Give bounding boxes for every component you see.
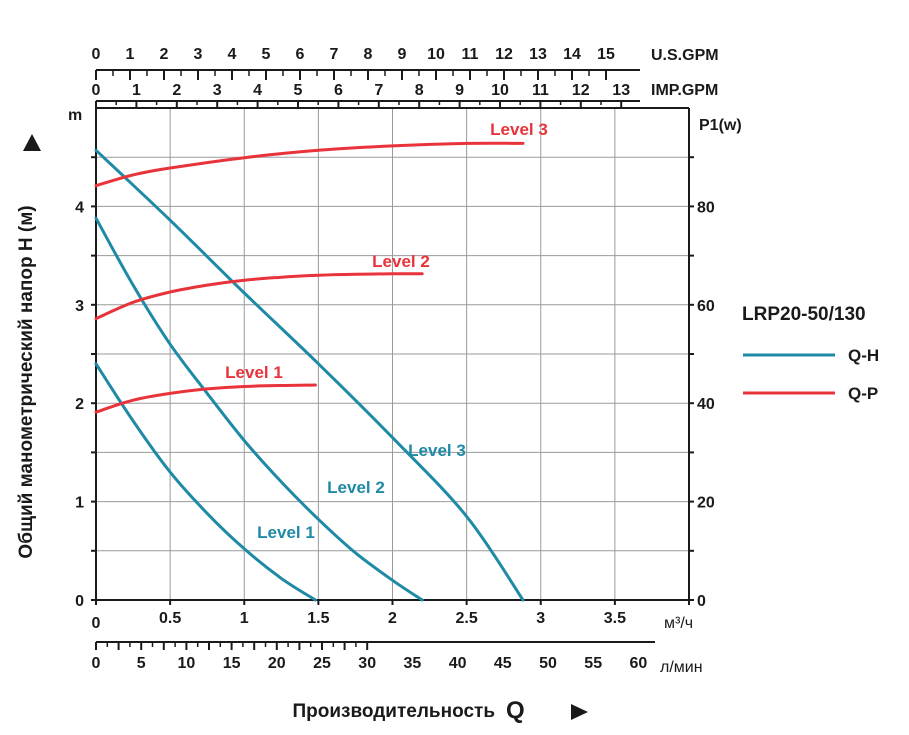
usgpm-tick-label: 12 xyxy=(495,46,513,63)
lmin-tick-label: 60 xyxy=(630,655,648,672)
impgpm-tick-label: 10 xyxy=(491,82,509,99)
usgpm-tick-label: 14 xyxy=(563,46,581,63)
usgpm-tick-label: 2 xyxy=(160,46,169,63)
usgpm-tick-label: 3 xyxy=(194,46,203,63)
usgpm-tick-label: 10 xyxy=(427,46,445,63)
impgpm-tick-label: 5 xyxy=(294,82,303,99)
y2-tick-label: 60 xyxy=(697,298,715,315)
qh-curve-level-3 xyxy=(94,148,525,602)
y-axis-arrow-icon xyxy=(23,134,41,151)
lmin-tick-label: 25 xyxy=(313,655,331,672)
usgpm-tick-label: 7 xyxy=(330,46,339,63)
m3h-unit-label: м³/ч xyxy=(664,615,693,632)
qp-curve-level-3-label: Level 3 xyxy=(490,120,548,139)
usgpm-tick-label: 9 xyxy=(398,46,407,63)
usgpm-tick-label: 1 xyxy=(126,46,135,63)
y-axis-title: Общий манометрический напор H (м) xyxy=(16,205,37,558)
lmin-tick-label: 55 xyxy=(584,655,602,672)
m3h-tick-label: 3 xyxy=(536,610,545,627)
qh-curve-level-2 xyxy=(94,216,424,602)
qh-curve-level-1 xyxy=(94,362,317,602)
y-tick-label: 0 xyxy=(75,593,84,610)
usgpm-tick-label: 6 xyxy=(296,46,305,63)
curves xyxy=(94,141,525,602)
impgpm-tick-label: 13 xyxy=(612,82,630,99)
impgpm-tick-label: 12 xyxy=(572,82,590,99)
curve-labels: Level 1 Level 2 Level 3 Level 1 Level 2 Level… xyxy=(225,120,548,542)
lmin-tick-label: 5 xyxy=(137,655,146,672)
y-tick-label: 1 xyxy=(75,495,84,512)
m3h-tick-label: 0 xyxy=(92,615,101,632)
y-tick-label: 2 xyxy=(75,396,84,413)
impgpm-tick-label: 0 xyxy=(92,82,101,99)
lmin-tick-label: 20 xyxy=(268,655,286,672)
y-tick-label: 4 xyxy=(75,199,84,216)
lmin-tick-label: 30 xyxy=(358,655,376,672)
legend-qh-label: Q-H xyxy=(848,346,879,365)
impgpm-tick-label: 2 xyxy=(172,82,181,99)
lmin-tick-label: 10 xyxy=(178,655,196,672)
impgpm-tick-label: 7 xyxy=(374,82,383,99)
legend-title: LRP20-50/130 xyxy=(742,304,866,325)
qp-curve-level-2-label: Level 2 xyxy=(372,252,430,271)
qh-curve-level-1-label: Level 1 xyxy=(257,523,315,542)
y2-tick-label: 0 xyxy=(697,593,706,610)
y2-tick-label: 40 xyxy=(697,396,715,413)
usgpm-tick-label: 0 xyxy=(92,46,101,63)
qp-curve-level-1-label: Level 1 xyxy=(225,363,283,382)
y2-unit-label: P1(w) xyxy=(699,117,742,134)
usgpm-tick-label: 13 xyxy=(529,46,547,63)
qh-curve-level-2-label: Level 2 xyxy=(327,478,385,497)
m3h-tick-label: 2.5 xyxy=(456,610,478,627)
legend-qp-label: Q-P xyxy=(848,384,878,403)
qp-curve-level-1 xyxy=(94,383,317,414)
y-unit-label: m xyxy=(68,107,82,124)
m3h-tick-label: 0.5 xyxy=(159,610,181,627)
m3h-tick-label: 3.5 xyxy=(604,610,626,627)
lmin-tick-label: 35 xyxy=(404,655,422,672)
qp-curve-level-2 xyxy=(94,272,424,321)
x-axis-title: Производительность xyxy=(292,701,495,722)
x-axis-symbol: Q xyxy=(506,697,525,724)
qp-curve-level-3 xyxy=(94,141,525,188)
usgpm-tick-label: 15 xyxy=(597,46,615,63)
impgpm-tick-label: 9 xyxy=(455,82,464,99)
lmin-tick-label: 50 xyxy=(539,655,557,672)
x-axis-arrow-icon xyxy=(571,704,588,720)
m3h-tick-label: 1.5 xyxy=(307,610,329,627)
ticks xyxy=(91,70,694,650)
lmin-tick-label: 40 xyxy=(449,655,467,672)
lmin-tick-label: 0 xyxy=(92,655,101,672)
m3h-tick-label: 1 xyxy=(240,610,249,627)
impgpm-tick-label: 3 xyxy=(213,82,222,99)
lmin-unit-label: л/мин xyxy=(660,659,703,676)
lmin-tick-label: 45 xyxy=(494,655,512,672)
usgpm-tick-label: 11 xyxy=(462,46,479,63)
impgpm-tick-label: 8 xyxy=(415,82,424,99)
impgpm-tick-label: 4 xyxy=(253,82,262,99)
impgpm-tick-label: 1 xyxy=(132,82,141,99)
y2-tick-label: 20 xyxy=(697,495,715,512)
impgpm-tick-label: 6 xyxy=(334,82,343,99)
qh-curve-level-3-label: Level 3 xyxy=(408,441,466,460)
usgpm-tick-label: 4 xyxy=(228,46,237,63)
y-tick-label: 3 xyxy=(75,298,84,315)
usgpm-tick-label: 8 xyxy=(364,46,373,63)
usgpm-unit-label: U.S.GPM xyxy=(651,47,719,64)
impgpm-tick-label: 11 xyxy=(532,82,549,99)
usgpm-tick-label: 5 xyxy=(262,46,271,63)
impgpm-unit-label: IMP.GPM xyxy=(651,82,718,99)
grid xyxy=(96,108,689,600)
m3h-tick-label: 2 xyxy=(388,610,397,627)
y2-tick-label: 80 xyxy=(697,199,715,216)
lmin-tick-label: 15 xyxy=(223,655,241,672)
